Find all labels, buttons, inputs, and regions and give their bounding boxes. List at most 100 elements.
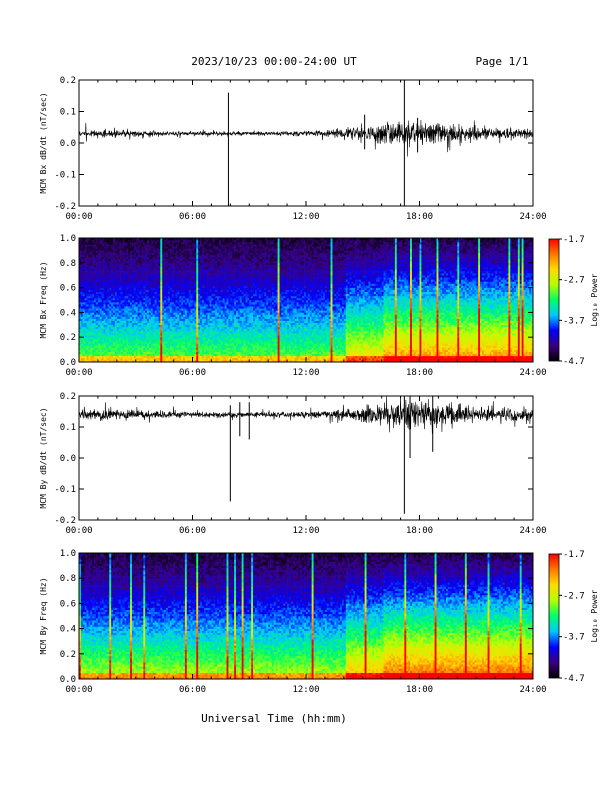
spectrogram-cell (140, 304, 142, 306)
spectrogram-cell (128, 288, 130, 290)
spectrogram-cell (107, 333, 109, 335)
spectrogram-cell (136, 257, 138, 259)
spectrogram-cell (204, 325, 206, 327)
spectrogram-cell (145, 296, 147, 298)
spectrogram-cell (187, 294, 189, 296)
spectrogram-cell (225, 259, 227, 261)
spectrogram-cell (107, 269, 109, 271)
spectrogram-cell (130, 275, 132, 277)
spectrogram-cell (136, 288, 138, 290)
spectrogram-cell (145, 283, 147, 285)
spectrogram-cell (175, 339, 177, 341)
spectrogram-cell (151, 335, 153, 337)
spectrogram-cell (138, 255, 140, 257)
spectrogram-cell (138, 269, 140, 271)
spectrogram-cell (175, 265, 177, 267)
spectrogram-cell (225, 310, 227, 312)
spectrogram-cell (151, 339, 153, 341)
spectrogram-cell (140, 281, 142, 283)
spectrogram-cell (141, 314, 143, 316)
spectrogram-cell (105, 325, 107, 327)
spectrogram-cell (147, 261, 149, 263)
spectrogram-cell (183, 257, 185, 259)
spectrogram-cell (105, 337, 107, 339)
spectrogram-cell (200, 240, 202, 242)
spectrogram-cell (189, 279, 191, 281)
spectrogram-cell (172, 281, 174, 283)
spectrogram-cell (98, 263, 100, 265)
spectrogram-cell (210, 329, 212, 331)
spectrogram-cell (181, 250, 183, 252)
spectrogram-cell (107, 296, 109, 298)
spectrogram-cell (105, 298, 107, 300)
spectrogram-cell (164, 259, 166, 261)
spectrogram-cell (198, 348, 200, 350)
spectrogram-cell (210, 298, 212, 300)
spectrogram-cell (221, 252, 223, 254)
spectrogram-cell (126, 263, 128, 265)
spectrogram-cell (102, 294, 104, 296)
spectrogram-cell (189, 308, 191, 310)
spectrogram-cell (113, 331, 115, 333)
spectrogram-cell (194, 265, 196, 267)
spectrogram-cell (87, 257, 89, 259)
spectrogram-cell (153, 306, 155, 308)
spectrogram-cell (140, 302, 142, 304)
spectrogram-cell (158, 335, 160, 337)
spectrogram-cell (158, 304, 160, 306)
spectrogram-cell (185, 358, 187, 360)
spectrogram-cell (136, 250, 138, 252)
spectrogram-cell (196, 348, 198, 350)
spectrogram-cell (177, 288, 179, 290)
spectrogram-cell (208, 345, 210, 347)
spectrogram-cell (175, 294, 177, 296)
spectrogram-cell (90, 356, 92, 358)
spectrogram-cell (162, 283, 164, 285)
spectrogram-cell (206, 248, 208, 250)
spectrogram-cell (157, 339, 159, 341)
spectrogram-cell (185, 290, 187, 292)
spectrogram-cell (162, 310, 164, 312)
spectrogram-cell (153, 300, 155, 302)
spectrogram-cell (193, 341, 195, 343)
spectrogram-cell (151, 244, 153, 246)
spectrogram-cell (198, 290, 200, 292)
spectrogram-cell (138, 306, 140, 308)
spectrogram-cell (174, 306, 176, 308)
spectrogram-cell (104, 252, 106, 254)
spectrogram-cell (105, 255, 107, 257)
spectrogram-cell (121, 331, 123, 333)
spectrogram-cell (87, 248, 89, 250)
spectrogram-cell (219, 273, 221, 275)
spectrogram-cell (104, 261, 106, 263)
spectrogram-cell (213, 345, 215, 347)
spectrogram-cell (107, 300, 109, 302)
spectrogram-cell (134, 265, 136, 267)
spectrogram-cell (147, 352, 149, 354)
spectrogram-cell (113, 345, 115, 347)
spectrogram-cell (191, 279, 193, 281)
spectrogram-cell (104, 300, 106, 302)
spectrogram-cell (189, 242, 191, 244)
spectrogram-cell (183, 246, 185, 248)
spectrogram-cell (157, 246, 159, 248)
spectrogram-cell (111, 286, 113, 288)
spectrogram-cell (177, 240, 179, 242)
spectrogram-cell (140, 339, 142, 341)
spectrogram-cell (193, 321, 195, 323)
spectrogram-cell (123, 348, 125, 350)
spectrogram-cell (140, 325, 142, 327)
spectrogram-cell (217, 250, 219, 252)
spectrogram-cell (225, 300, 227, 302)
spectrogram-cell (187, 304, 189, 306)
spectrogram-cell (198, 298, 200, 300)
spectrogram-cell (81, 252, 83, 254)
spectrogram-cell (132, 304, 134, 306)
spectrogram-cell (136, 317, 138, 319)
spectrogram-cell (141, 277, 143, 279)
spectrogram-cell (193, 348, 195, 350)
spectrogram-cell (198, 331, 200, 333)
spectrogram-cell (130, 257, 132, 259)
spectrogram-cell (138, 294, 140, 296)
spectrogram-cell (153, 321, 155, 323)
